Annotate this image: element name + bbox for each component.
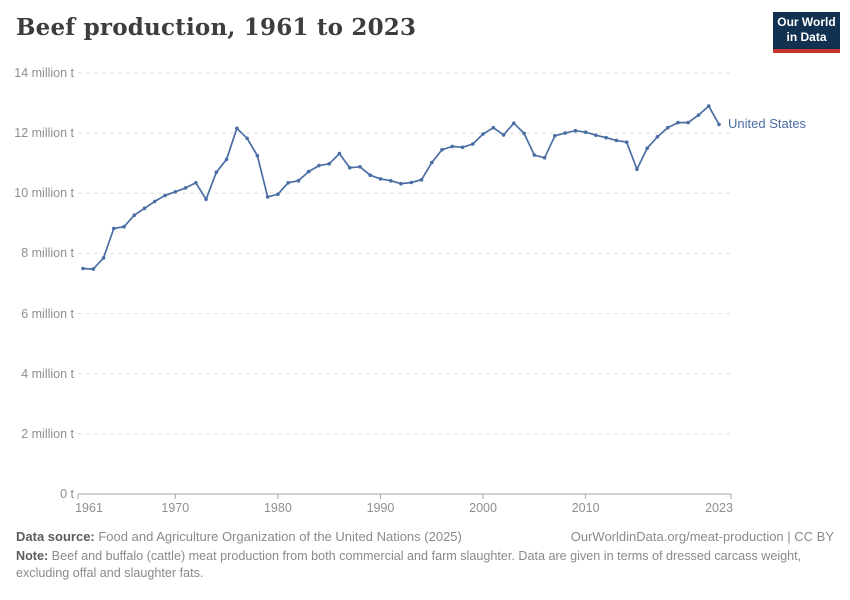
data-point[interactable]: [204, 197, 208, 202]
data-point[interactable]: [276, 192, 280, 196]
data-point[interactable]: [317, 163, 321, 168]
data-point[interactable]: [306, 169, 311, 174]
owid-cc-link[interactable]: OurWorldinData.org/meat-production | CC …: [570, 529, 834, 544]
data-point[interactable]: [573, 128, 578, 133]
y-axis-tick-label: 6 million t: [21, 306, 74, 321]
data-point[interactable]: [214, 170, 219, 174]
x-axis-tick-label: 2000: [469, 501, 497, 515]
x-axis-tick-label: 2010: [571, 501, 600, 515]
data-point[interactable]: [142, 206, 147, 211]
note-line: Note: Beef and buffalo (cattle) meat pro…: [16, 548, 834, 582]
data-point[interactable]: [173, 190, 178, 194]
y-axis-tick-label: 2 million t: [21, 426, 74, 441]
data-point[interactable]: [553, 134, 557, 138]
data-point[interactable]: [522, 131, 526, 136]
data-point[interactable]: [624, 140, 629, 144]
data-point[interactable]: [358, 165, 362, 169]
data-point[interactable]: [91, 267, 96, 271]
note-label: Note:: [16, 549, 49, 563]
data-point[interactable]: [399, 181, 403, 186]
data-point[interactable]: [163, 193, 167, 198]
line-chart[interactable]: [0, 0, 850, 530]
data-point[interactable]: [563, 131, 567, 135]
y-axis-tick-label: 0 t: [60, 487, 74, 501]
data-point[interactable]: [542, 156, 547, 160]
data-point[interactable]: [235, 126, 239, 131]
series-label-united-states[interactable]: United States: [728, 116, 807, 132]
chart-footer: Data source: Food and Agriculture Organi…: [16, 529, 834, 582]
data-point[interactable]: [419, 178, 424, 182]
data-point[interactable]: [717, 122, 721, 127]
data-point[interactable]: [512, 121, 516, 125]
data-point[interactable]: [676, 120, 680, 125]
plot-area[interactable]: 0 t 2 million t 4 million t 6 million t 8 mi…: [0, 0, 850, 530]
data-point[interactable]: [532, 153, 537, 157]
data-point[interactable]: [706, 104, 711, 108]
chart-title: Beef production, 1961 to 2023: [16, 14, 417, 41]
data-point[interactable]: [583, 130, 588, 134]
data-point[interactable]: [132, 213, 137, 217]
y-axis-tick-label: 10 million t: [14, 186, 74, 201]
data-point[interactable]: [368, 173, 373, 177]
data-point[interactable]: [111, 226, 116, 231]
data-point[interactable]: [614, 138, 619, 143]
data-point[interactable]: [224, 157, 229, 162]
y-axis-tick-label: 4 million t: [21, 366, 74, 381]
owid-logo-line1: Our World: [777, 15, 836, 29]
data-source-text: Food and Agriculture Organization of the…: [94, 529, 462, 544]
data-point[interactable]: [245, 136, 249, 141]
x-axis-tick-label: 1980: [263, 501, 292, 515]
data-point[interactable]: [255, 153, 260, 158]
owid-logo[interactable]: Our World in Data: [773, 12, 840, 53]
data-point[interactable]: [327, 162, 331, 166]
data-point[interactable]: [655, 135, 660, 139]
data-line[interactable]: [82, 105, 720, 270]
owid-logo-line2: in Data: [786, 30, 827, 44]
data-point[interactable]: [194, 181, 198, 185]
data-point[interactable]: [337, 151, 342, 156]
data-point[interactable]: [122, 224, 126, 229]
data-point[interactable]: [101, 256, 106, 260]
data-point[interactable]: [604, 135, 608, 140]
data-point[interactable]: [81, 266, 85, 271]
x-axis-tick-label: 1970: [161, 501, 190, 515]
data-point[interactable]: [296, 178, 301, 183]
data-point[interactable]: [347, 165, 352, 170]
x-axis-tick-label: 1961: [75, 501, 103, 515]
data-point[interactable]: [460, 145, 465, 150]
data-point[interactable]: [696, 113, 701, 117]
data-source-line: Data source: Food and Agriculture Organi…: [16, 529, 462, 544]
data-point[interactable]: [450, 144, 455, 149]
data-point[interactable]: [286, 181, 290, 185]
data-source-label: Data source:: [16, 529, 95, 544]
data-point[interactable]: [471, 142, 475, 146]
data-point[interactable]: [645, 146, 649, 150]
data-point[interactable]: [501, 133, 506, 137]
data-point[interactable]: [409, 180, 414, 185]
data-point[interactable]: [153, 199, 157, 204]
data-point[interactable]: [491, 125, 496, 130]
data-point[interactable]: [388, 178, 393, 183]
data-point[interactable]: [481, 132, 485, 136]
data-point[interactable]: [440, 147, 444, 152]
data-point[interactable]: [183, 186, 188, 190]
y-axis-tick-label: 14 million t: [14, 66, 74, 80]
x-axis-tick-label: 2023: [705, 501, 733, 515]
note-text: Beef and buffalo (cattle) meat productio…: [16, 549, 802, 580]
data-point[interactable]: [665, 125, 670, 130]
x-axis-tick-label: 1990: [366, 501, 395, 515]
data-point[interactable]: [378, 177, 383, 181]
data-point[interactable]: [635, 167, 639, 171]
data-point[interactable]: [594, 133, 598, 137]
data-point[interactable]: [429, 160, 434, 165]
data-point[interactable]: [265, 195, 270, 199]
y-axis-tick-label: 12 million t: [14, 126, 74, 141]
y-axis-tick-label: 8 million t: [21, 246, 74, 261]
data-point[interactable]: [686, 120, 691, 125]
